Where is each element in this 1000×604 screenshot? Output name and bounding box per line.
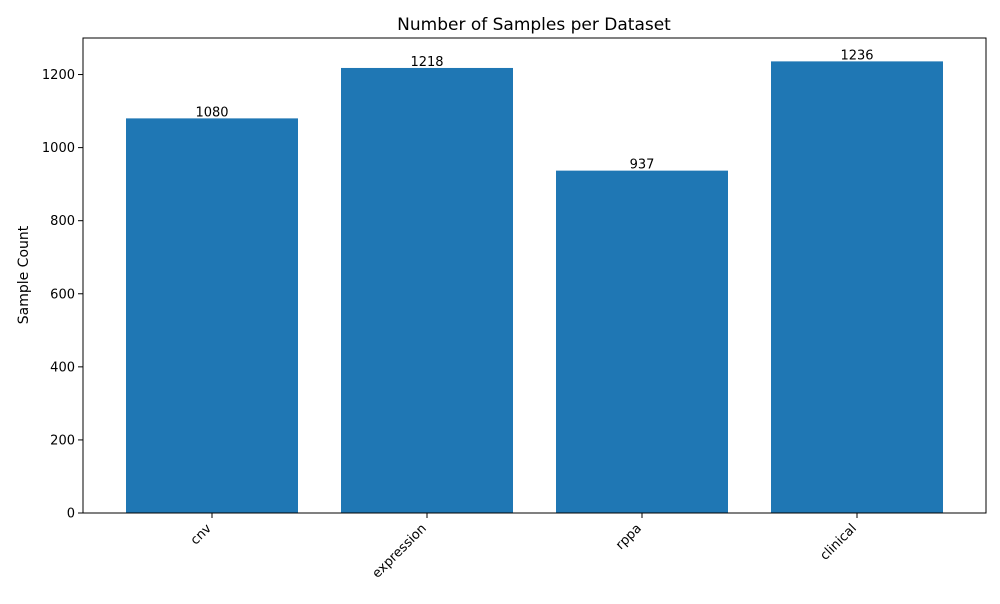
y-tick-label-1000: 1000 <box>42 141 75 156</box>
bar-value-label-expression: 1218 <box>410 55 443 70</box>
chart-title: Number of Samples per Dataset <box>397 15 671 35</box>
y-tick-label-800: 800 <box>50 214 75 229</box>
y-tick-label-600: 600 <box>50 287 75 302</box>
y-tick-label-200: 200 <box>50 433 75 448</box>
plot-frame <box>82 37 987 514</box>
x-tick-label-clinical: clinical <box>817 521 859 563</box>
y-tick-label-1200: 1200 <box>42 68 75 83</box>
bars-layer <box>126 61 943 514</box>
bar-value-label-clinical: 1236 <box>840 48 873 63</box>
y-tick-label-400: 400 <box>50 360 75 375</box>
x-axis: cnv expression rppa clinical <box>188 513 860 581</box>
bar-value-label-cnv: 1080 <box>195 105 228 120</box>
x-tick-label-cnv: cnv <box>188 521 215 548</box>
y-axis-label: Sample Count <box>16 225 32 324</box>
y-tick-label-0: 0 <box>67 507 75 522</box>
bar-value-label-rppa: 937 <box>630 158 655 173</box>
bar-labels-layer: 1080 1218 937 1236 <box>195 48 873 172</box>
x-tick-label-rppa: rppa <box>613 521 645 553</box>
bar-rppa <box>556 170 728 513</box>
bar-expression <box>341 67 513 514</box>
bar-cnv <box>126 118 298 513</box>
bar-clinical <box>771 61 943 513</box>
y-axis: 0 200 400 600 800 1000 1200 <box>42 68 83 522</box>
x-tick-label-expression: expression <box>370 521 430 581</box>
